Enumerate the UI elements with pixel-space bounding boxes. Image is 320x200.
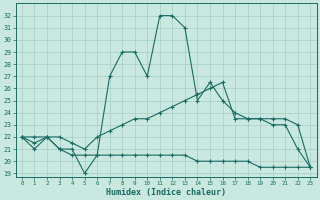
X-axis label: Humidex (Indice chaleur): Humidex (Indice chaleur) bbox=[106, 188, 226, 197]
